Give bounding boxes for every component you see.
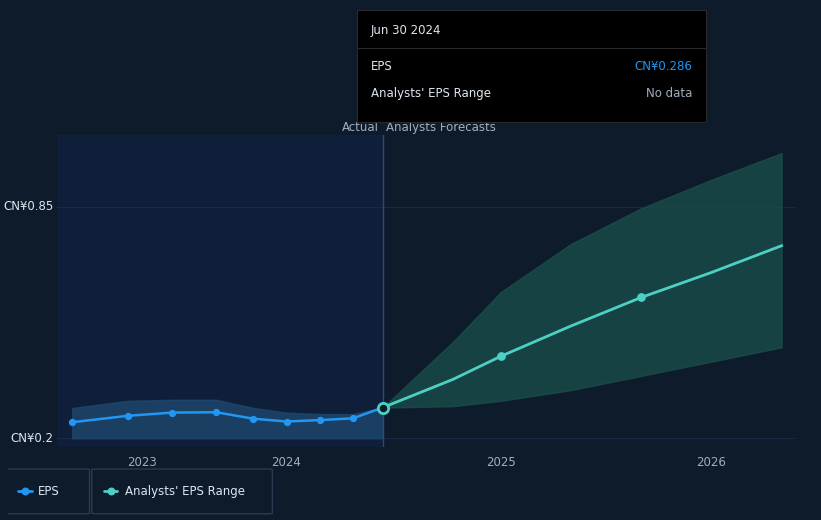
Text: CN¥0.2: CN¥0.2 [11,432,54,445]
Text: CN¥0.85: CN¥0.85 [3,200,54,213]
Text: Analysts' EPS Range: Analysts' EPS Range [371,87,491,100]
Text: Jun 30 2024: Jun 30 2024 [371,24,442,37]
Point [346,414,360,422]
Point [18,487,31,496]
Point [247,414,260,423]
Text: Analysts' EPS Range: Analysts' EPS Range [125,485,245,498]
FancyBboxPatch shape [92,469,273,514]
Point [210,408,223,417]
Point [165,408,179,417]
Point [280,418,293,426]
Bar [57,135,383,447]
Point [122,412,135,420]
Text: Analysts Forecasts: Analysts Forecasts [387,121,496,134]
FancyBboxPatch shape [6,469,89,514]
Point [104,487,117,496]
Text: CN¥0.286: CN¥0.286 [635,60,692,73]
Point [314,416,327,424]
Text: Actual: Actual [342,121,379,134]
Point [635,293,648,302]
Point [494,352,507,360]
Point [66,418,79,426]
Text: EPS: EPS [371,60,392,73]
Text: EPS: EPS [38,485,59,498]
Text: No data: No data [646,87,692,100]
Point [376,404,389,412]
